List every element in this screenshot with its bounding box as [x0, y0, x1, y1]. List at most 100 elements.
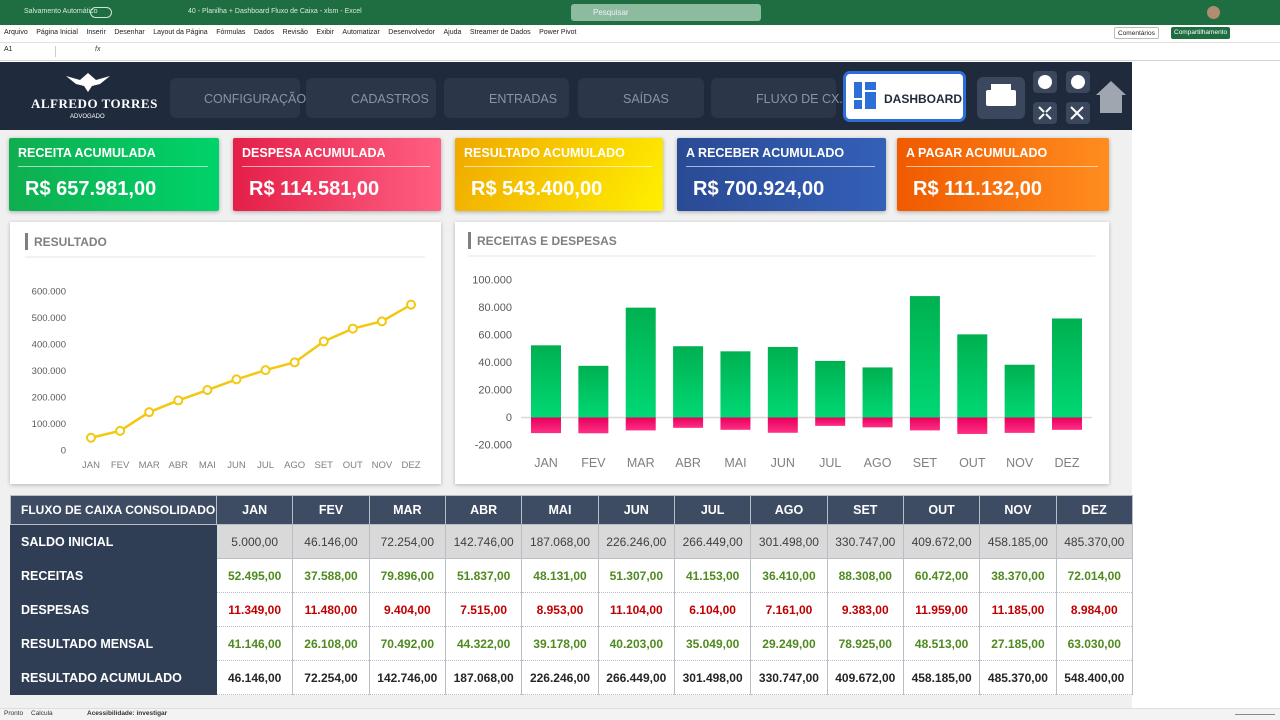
ribbon-tabs: Arquivo Página Inicial Inserir Desenhar Layo…: [4, 29, 576, 36]
kpi-value: R$ 114.581,00: [249, 178, 379, 201]
cell: 11.185,00: [980, 593, 1056, 627]
bar: [815, 361, 845, 418]
bar: [1052, 318, 1082, 417]
bar: [673, 418, 703, 428]
x-tick-label: ABR: [168, 460, 188, 471]
cell: 9.404,00: [369, 593, 445, 627]
bar: [1052, 418, 1082, 430]
kpi-label: RESULTADO ACUMULADO: [464, 146, 625, 160]
y-tick-label: 80.000: [478, 302, 512, 314]
ribbon-tab[interactable]: Power Pivot: [539, 29, 576, 36]
nav-button[interactable]: DASHBOARD: [843, 71, 966, 122]
icon-block: [865, 82, 876, 90]
x-tick-label: DEZ: [402, 460, 421, 471]
line-marker: [203, 386, 211, 394]
cell: 8.984,00: [1056, 593, 1132, 627]
result-line: [91, 305, 411, 438]
cell: 51.837,00: [445, 559, 521, 593]
ribbon-tab[interactable]: Inserir: [86, 29, 105, 36]
ribbon-tab[interactable]: Automatizar: [342, 29, 379, 36]
ribbon-tab[interactable]: Exibir: [316, 29, 334, 36]
bar: [768, 418, 798, 433]
cell: 266.449,00: [674, 525, 750, 559]
x-tick-label: MAI: [724, 456, 746, 470]
print-icon[interactable]: [977, 77, 1025, 119]
search-box[interactable]: Pesquisar: [571, 4, 761, 21]
cell: 11.349,00: [217, 593, 293, 627]
bar: [863, 367, 893, 417]
cell: 485.370,00: [980, 661, 1056, 695]
row-label: RESULTADO MENSAL: [11, 627, 217, 661]
zoom-buttons[interactable]: [1033, 71, 1090, 124]
bar: [531, 345, 561, 417]
comments-button[interactable]: Comentários: [1114, 27, 1159, 39]
x-tick-label: OUT: [959, 456, 986, 470]
line-marker: [262, 366, 270, 374]
x-tick-label: FEV: [581, 456, 606, 470]
bar: [626, 308, 656, 418]
cell: 301.498,00: [674, 661, 750, 695]
y-tick-label: 100.000: [472, 275, 512, 287]
ribbon-tab[interactable]: Revisão: [283, 29, 308, 36]
cell: 458.185,00: [980, 525, 1056, 559]
bar: [768, 347, 798, 418]
bar: [957, 334, 987, 417]
bar: [531, 418, 561, 434]
ribbon-tab[interactable]: Página Inicial: [36, 29, 78, 36]
nav-button[interactable]: CONFIGURAÇÃO: [170, 78, 300, 118]
ribbon-tab[interactable]: Fórmulas: [216, 29, 245, 36]
x-tick-label: JUL: [257, 460, 274, 471]
column-header: NOV: [980, 496, 1056, 525]
cell: 11.480,00: [293, 593, 369, 627]
y-tick-label: 100.000: [32, 419, 66, 430]
y-tick-label: 600.000: [32, 287, 66, 298]
icon-block: [865, 92, 876, 109]
status-item: Acessibilidade: investigar: [87, 710, 167, 717]
bar: [673, 346, 703, 417]
cell: 458.185,00: [903, 661, 979, 695]
bar: [815, 418, 845, 426]
nav-button[interactable]: ENTRADAS: [444, 78, 569, 118]
x-tick-label: SET: [314, 460, 333, 471]
ribbon-tab[interactable]: Dados: [254, 29, 274, 36]
ribbon-tab[interactable]: Desenvolvedor: [388, 29, 435, 36]
cell: 70.492,00: [369, 627, 445, 661]
cell: 409.672,00: [903, 525, 979, 559]
cell: 29.249,00: [751, 627, 827, 661]
bar: [578, 418, 608, 434]
kpi-divider: [18, 166, 208, 167]
y-tick-label: 200.000: [32, 393, 66, 404]
dashboard-icon: [854, 82, 876, 109]
share-button[interactable]: Compartilhamento: [1171, 27, 1230, 39]
ribbon-tab[interactable]: Layout da Página: [153, 29, 208, 36]
cell: 330.747,00: [827, 525, 903, 559]
nav-button[interactable]: FLUXO DE CX.: [711, 78, 836, 118]
home-icon[interactable]: [1096, 81, 1126, 113]
cell: 11.104,00: [598, 593, 674, 627]
cash-flow-table: FLUXO DE CAIXA CONSOLIDADOJANFEVMARABRMA…: [10, 495, 1133, 695]
line-marker: [349, 325, 357, 333]
cell: 39.178,00: [522, 627, 598, 661]
nav-button[interactable]: SAÍDAS: [578, 78, 704, 118]
ribbon-tab[interactable]: Desenhar: [114, 29, 144, 36]
zoom-slider[interactable]: [1235, 714, 1275, 715]
nav-button[interactable]: CADASTROS: [306, 78, 436, 118]
bar: [1005, 365, 1035, 418]
kpi-value: R$ 543.400,00: [471, 178, 602, 201]
autosave-toggle[interactable]: [90, 7, 112, 18]
y-tick-label: 0: [506, 412, 512, 424]
ribbon-tab[interactable]: Ajuda: [443, 29, 461, 36]
user-avatar: [1207, 6, 1220, 19]
bar: [957, 418, 987, 434]
kpi-label: A PAGAR ACUMULADO: [906, 146, 1047, 160]
name-box[interactable]: A1: [4, 46, 56, 57]
cell: 142.746,00: [445, 525, 521, 559]
cell: 7.515,00: [445, 593, 521, 627]
x-tick-label: OUT: [343, 460, 363, 471]
ribbon-tab[interactable]: Arquivo: [4, 29, 28, 36]
brand-name: ALFREDO TORRES: [31, 96, 158, 112]
ribbon-tab[interactable]: Streamer de Dados: [470, 29, 531, 36]
x-tick-label: JUL: [819, 456, 841, 470]
chart-title: RECEITAS E DESPESAS: [477, 234, 617, 248]
cell: 88.308,00: [827, 559, 903, 593]
